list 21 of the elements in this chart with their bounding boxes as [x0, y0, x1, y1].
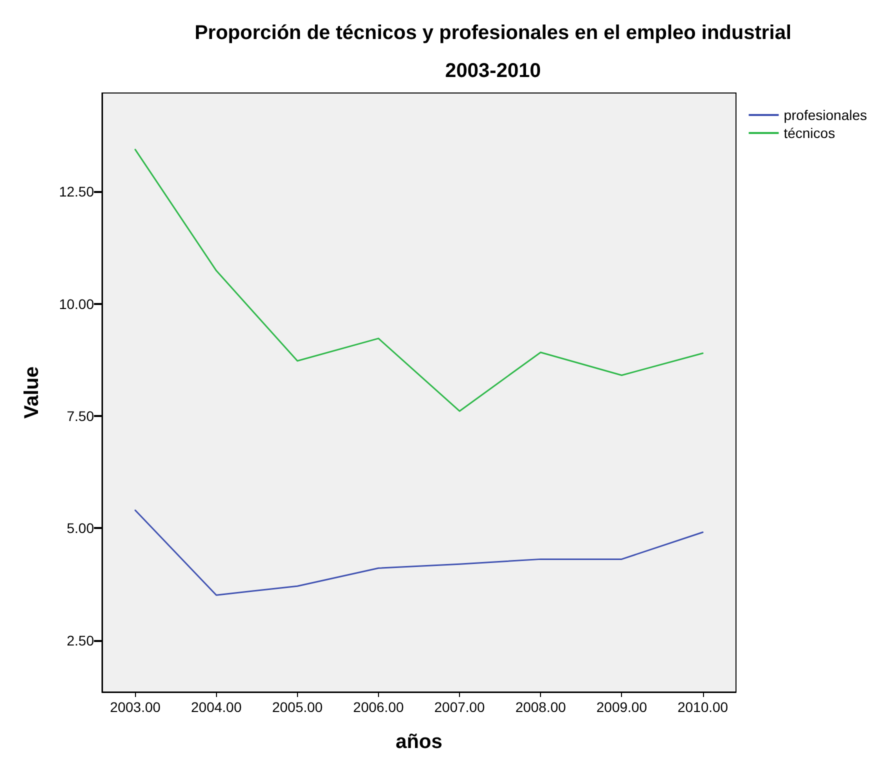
x-axis-title: años [396, 731, 442, 753]
x-tick-label: 2009.00 [596, 699, 648, 715]
y-tick-label: 12.50 [58, 184, 94, 200]
line-series [134, 148, 704, 412]
x-tick-label: 2007.00 [434, 699, 486, 715]
y-tick-label: 10.00 [58, 296, 94, 312]
y-axis-title: Value [21, 366, 43, 419]
x-tick-label: 2010.00 [677, 699, 728, 715]
chart-title: Proporción de técnicos y profesionales en el empleo industrial [194, 22, 792, 44]
chart-subtitle: 2003-2010 [445, 60, 541, 82]
x-tick-label: 2003.00 [110, 699, 161, 715]
x-tick-label: 2005.00 [272, 699, 323, 715]
x-tick-label: 2008.00 [515, 699, 566, 715]
x-tick-label: 2004.00 [191, 699, 242, 715]
legend-label: técnicos [784, 125, 836, 141]
line-series [134, 510, 704, 596]
y-tick-label: 2.50 [66, 632, 94, 648]
x-tick-label: 2006.00 [353, 699, 404, 715]
y-tick-label: 7.50 [66, 408, 94, 424]
y-tick-label: 5.00 [66, 520, 94, 536]
legend-label: profesionales [784, 107, 868, 123]
